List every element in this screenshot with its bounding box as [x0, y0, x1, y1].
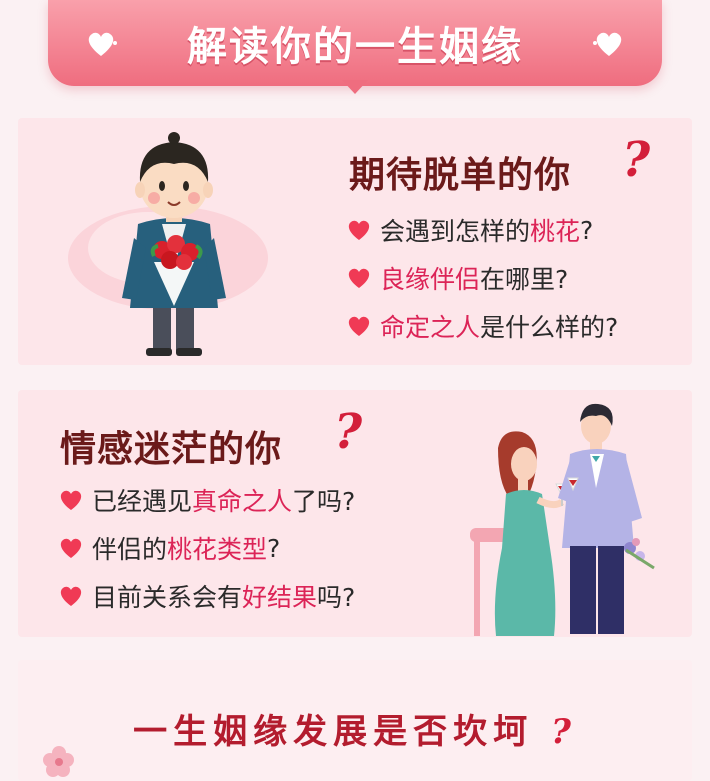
- item-text: ?: [580, 215, 594, 245]
- item-highlight: 桃花: [530, 217, 581, 246]
- section-single-list: 会遇到怎样的 桃花? 良缘伴侣 在哪里? 命定之人 是什么样的?: [346, 206, 618, 350]
- section-single-title: 期待脱单的你: [349, 154, 572, 196]
- heart-icon: [348, 220, 370, 240]
- item-highlight: 真命之人: [192, 487, 293, 516]
- heart-icon: [348, 316, 370, 336]
- heart-icon: [60, 586, 82, 606]
- item-text: 已经遇见: [92, 487, 193, 516]
- section-single-card: 期待脱单的你 ? 会遇到怎样的 桃花? 良缘伴侣 在哪里? 命定之人 是什么样的?: [18, 118, 692, 365]
- item-highlight: 命定之人: [380, 313, 481, 342]
- section-confused-title: 情感迷茫的你: [60, 428, 283, 470]
- section-fate-title: 一生姻缘发展是否坎坷 ?: [0, 704, 710, 753]
- heart-icon: [593, 32, 622, 56]
- item-text: 在哪里?: [480, 265, 569, 294]
- heart-icon: [348, 268, 370, 288]
- item-text: 吗?: [317, 583, 356, 612]
- item-highlight: 好结果: [242, 583, 318, 612]
- item-highlight: 桃花类型: [167, 535, 268, 564]
- item-text: 是什么样的?: [480, 313, 619, 342]
- banner-tip: [342, 80, 368, 94]
- list-item: 命定之人 是什么样的?: [346, 302, 618, 350]
- section-confused-card: 情感迷茫的你 ? 已经遇见 真命之人 了吗? 伴侣的 桃花类型? 目前关系会有 好结果吗…: [18, 390, 692, 637]
- section-fate-card: [18, 660, 692, 781]
- heart-icon: [60, 538, 82, 558]
- item-text: 了吗?: [292, 487, 356, 516]
- item-text: ?: [267, 533, 281, 563]
- list-item: 良缘伴侣 在哪里?: [346, 254, 618, 302]
- list-item: 已经遇见 真命之人 了吗?: [58, 476, 355, 524]
- item-text: 目前关系会有: [92, 583, 243, 612]
- heart-icon: [60, 490, 82, 510]
- item-highlight: 良缘伴侣: [380, 265, 481, 294]
- boy-with-roses-illustration: [68, 132, 268, 356]
- page-title: 解读你的一生姻缘: [187, 23, 523, 70]
- question-mark: ?: [550, 712, 577, 752]
- couple-toasting-illustration: [470, 403, 655, 636]
- list-item: 伴侣的 桃花类型?: [58, 524, 355, 572]
- list-item: 会遇到怎样的 桃花?: [346, 206, 618, 254]
- fate-title-text: 一生姻缘发展是否坎坷: [133, 712, 534, 752]
- question-mark: ?: [622, 132, 651, 188]
- blossom-icon: [43, 746, 74, 777]
- list-item: 目前关系会有 好结果 吗?: [58, 572, 355, 620]
- header-banner: 解读你的一生姻缘: [48, 0, 662, 86]
- section-confused-list: 已经遇见 真命之人 了吗? 伴侣的 桃花类型? 目前关系会有 好结果 吗?: [58, 476, 355, 620]
- question-mark: ?: [334, 404, 363, 460]
- item-text: 会遇到怎样的: [380, 217, 531, 246]
- item-text: 伴侣的: [92, 535, 168, 564]
- heart-icon: [88, 32, 117, 56]
